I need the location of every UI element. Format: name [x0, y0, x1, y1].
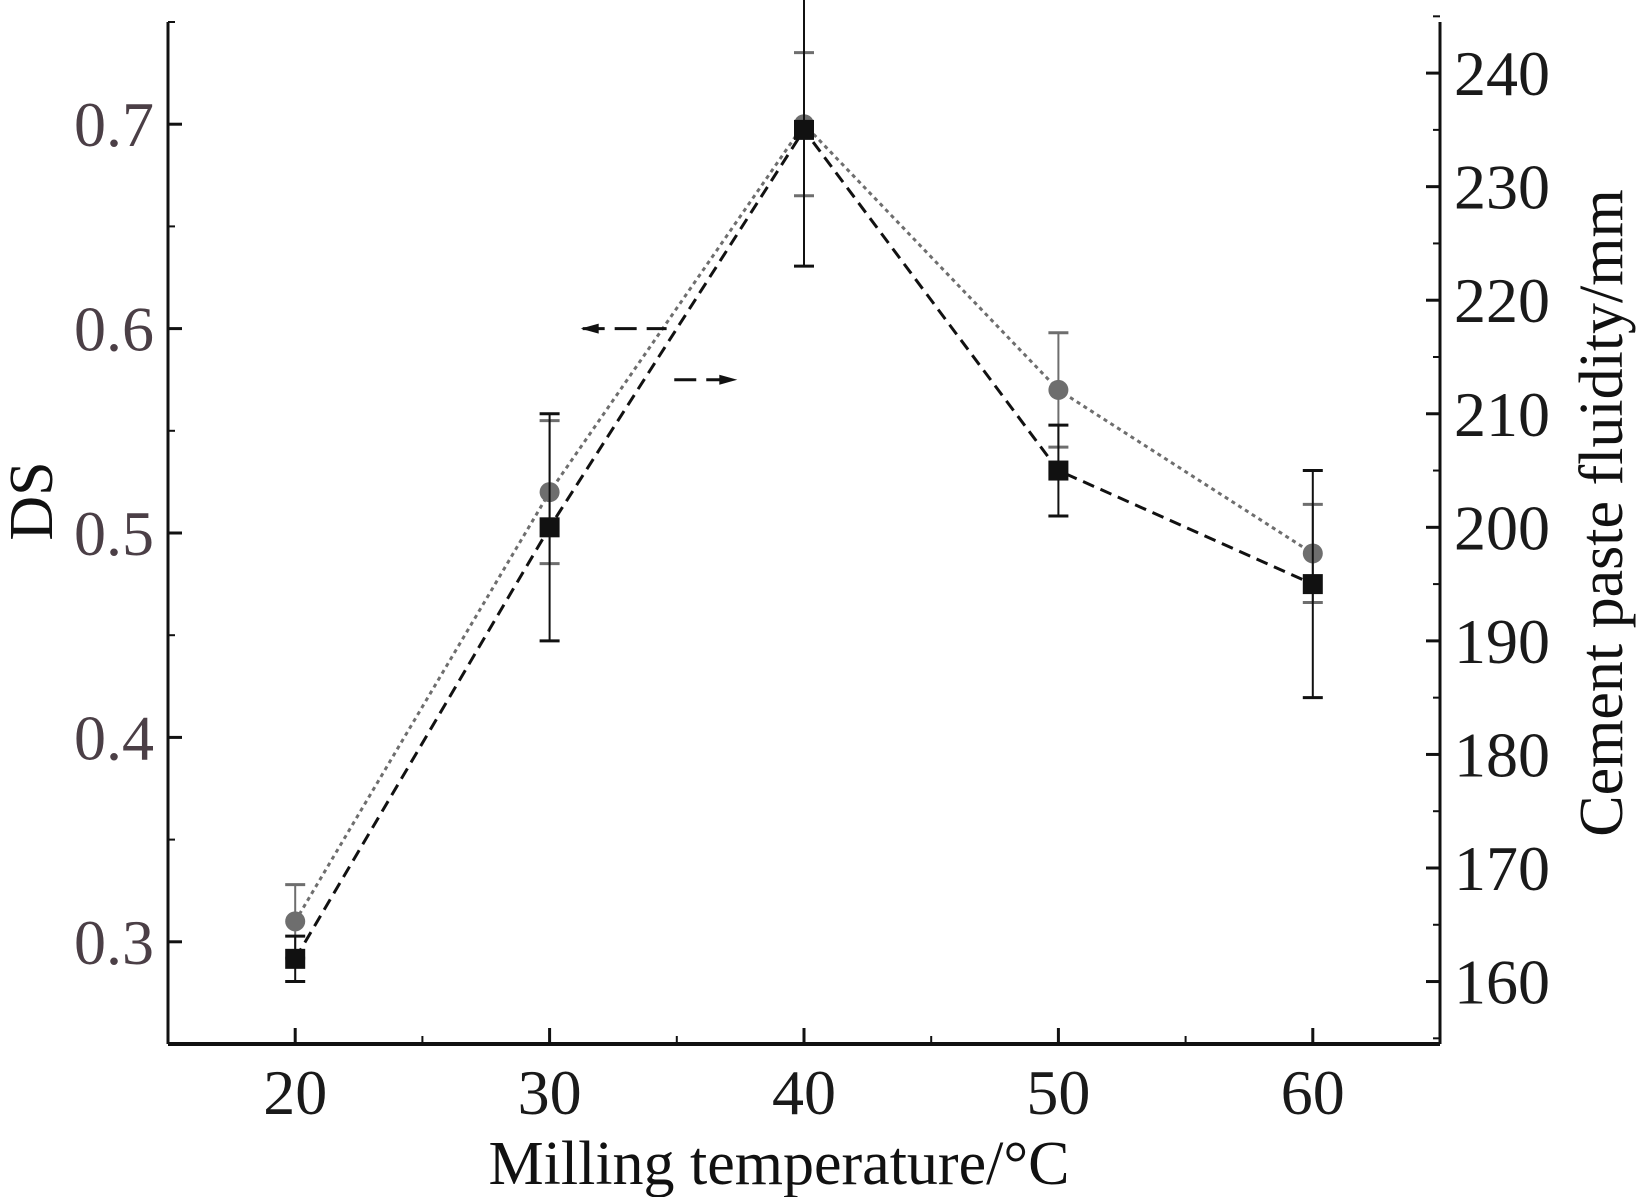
y-left-tick-label: 0.5: [74, 498, 154, 569]
x-tick-label: 50: [1026, 1057, 1090, 1128]
y-axis-left-title: DS: [0, 461, 66, 540]
x-tick-label: 30: [518, 1057, 582, 1128]
data-point-circle: [1048, 379, 1069, 400]
y-left-tick-label: 0.4: [74, 702, 154, 773]
y-right-tick-label: 190: [1454, 606, 1550, 677]
data-point-square: [285, 948, 306, 969]
ticks-layer: 20 30 40 50 60 0.3 0.4 0.5 0.6 0.7 160 170 180 190 200…: [74, 15, 1550, 1128]
data-point-square: [794, 119, 814, 140]
y-right-tick-label: 230: [1454, 152, 1550, 223]
y-right-tick-label: 170: [1454, 833, 1550, 904]
y-axis-right-title: Cement paste fluidity/mm: [1568, 189, 1636, 836]
x-tick-label: 20: [263, 1057, 327, 1128]
x-tick-label: 40: [772, 1057, 836, 1128]
arrow-right-icon: [719, 374, 738, 385]
y-right-tick-label: 220: [1454, 265, 1550, 336]
data-point-square: [539, 517, 560, 538]
x-tick-label: 60: [1281, 1057, 1345, 1128]
y-left-tick-label: 0.6: [74, 294, 154, 365]
y-right-tick-label: 200: [1454, 492, 1550, 563]
data-point-square: [1048, 460, 1069, 481]
y-left-tick-label: 0.3: [74, 907, 154, 978]
y-right-tick-label: 240: [1454, 38, 1550, 109]
y-right-tick-label: 160: [1454, 947, 1550, 1018]
series-layer: [285, 0, 1323, 984]
data-point-circle: [285, 911, 306, 932]
data-point-square: [1302, 574, 1323, 595]
y-right-tick-label: 180: [1454, 719, 1550, 790]
arrow-left-icon: [580, 323, 599, 334]
y-right-tick-label: 210: [1454, 379, 1550, 450]
x-axis-title: Milling temperature/°C: [489, 1130, 1070, 1197]
y-left-tick-label: 0.7: [74, 89, 154, 160]
